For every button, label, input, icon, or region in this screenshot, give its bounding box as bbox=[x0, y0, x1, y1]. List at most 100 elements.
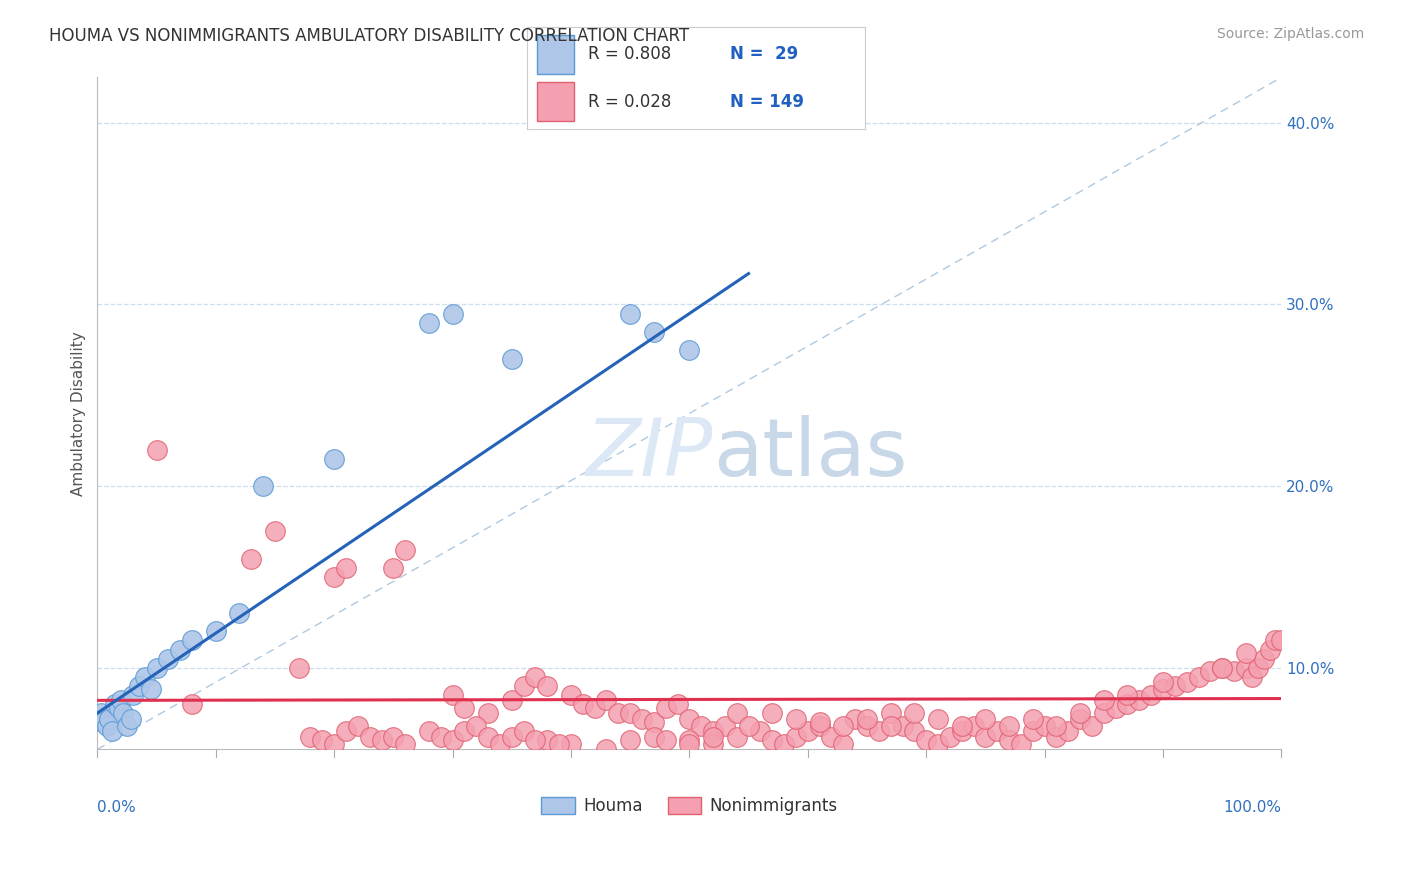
Point bbox=[264, 524, 287, 539]
Point bbox=[90, 706, 112, 720]
Point bbox=[1152, 675, 1174, 690]
Point bbox=[986, 724, 1008, 739]
Point bbox=[666, 697, 689, 711]
Point bbox=[702, 724, 724, 739]
Text: N =  29: N = 29 bbox=[730, 45, 799, 63]
Point bbox=[1258, 642, 1281, 657]
Point bbox=[1057, 724, 1080, 739]
Point bbox=[773, 737, 796, 751]
Text: atlas: atlas bbox=[713, 415, 907, 492]
Point bbox=[1234, 646, 1257, 660]
Point bbox=[808, 719, 831, 733]
Point bbox=[1253, 651, 1275, 665]
Point bbox=[418, 724, 440, 739]
Point bbox=[572, 697, 595, 711]
Point bbox=[856, 719, 879, 733]
Point bbox=[453, 724, 475, 739]
Point bbox=[501, 730, 523, 744]
Point bbox=[1211, 661, 1233, 675]
Point bbox=[382, 773, 405, 788]
Point bbox=[347, 770, 370, 784]
Point bbox=[974, 730, 997, 744]
Text: HOUMA VS NONIMMIGRANTS AMBULATORY DISABILITY CORRELATION CHART: HOUMA VS NONIMMIGRANTS AMBULATORY DISABI… bbox=[49, 27, 689, 45]
Point bbox=[228, 606, 250, 620]
Point bbox=[441, 688, 464, 702]
Point bbox=[477, 706, 499, 720]
Point bbox=[1140, 688, 1163, 702]
Point bbox=[654, 700, 676, 714]
Point bbox=[228, 770, 250, 784]
Point bbox=[832, 737, 855, 751]
Point bbox=[1152, 682, 1174, 697]
Point bbox=[122, 688, 145, 702]
Point bbox=[120, 712, 142, 726]
Point bbox=[619, 733, 641, 747]
Point bbox=[489, 737, 512, 751]
Point bbox=[181, 697, 204, 711]
Point bbox=[335, 724, 357, 739]
Point bbox=[311, 733, 333, 747]
Point bbox=[112, 706, 135, 720]
Point bbox=[1128, 693, 1150, 707]
Point bbox=[1092, 693, 1115, 707]
Point bbox=[382, 730, 405, 744]
Point bbox=[690, 719, 713, 733]
Point bbox=[560, 737, 582, 751]
Point bbox=[323, 570, 346, 584]
Point bbox=[619, 306, 641, 320]
Point bbox=[441, 733, 464, 747]
Point bbox=[761, 733, 783, 747]
Text: N = 149: N = 149 bbox=[730, 93, 804, 111]
Point bbox=[1234, 661, 1257, 675]
Point bbox=[477, 730, 499, 744]
Point bbox=[465, 719, 488, 733]
Point bbox=[1223, 665, 1246, 679]
Point bbox=[891, 719, 914, 733]
Point bbox=[323, 766, 346, 780]
Point bbox=[808, 715, 831, 730]
Point bbox=[927, 737, 949, 751]
Point bbox=[868, 724, 890, 739]
Point bbox=[903, 724, 925, 739]
Point bbox=[406, 770, 429, 784]
Point bbox=[418, 316, 440, 330]
Point bbox=[536, 733, 558, 747]
Point bbox=[1022, 724, 1045, 739]
Point bbox=[1264, 633, 1286, 648]
Point bbox=[797, 724, 820, 739]
Point bbox=[678, 343, 700, 357]
Point bbox=[100, 724, 122, 739]
Point bbox=[287, 661, 309, 675]
Point bbox=[157, 651, 180, 665]
Point bbox=[939, 730, 962, 744]
Point bbox=[654, 733, 676, 747]
Point bbox=[915, 733, 938, 747]
Point bbox=[950, 719, 973, 733]
Point bbox=[1045, 719, 1067, 733]
Point bbox=[1069, 706, 1091, 720]
Point bbox=[583, 700, 606, 714]
Point bbox=[501, 351, 523, 366]
Point bbox=[761, 706, 783, 720]
Text: ZIP: ZIP bbox=[586, 415, 713, 492]
Point bbox=[678, 733, 700, 747]
Point bbox=[1247, 661, 1270, 675]
Point bbox=[962, 719, 984, 733]
Point bbox=[1270, 633, 1292, 648]
Point bbox=[832, 719, 855, 733]
Point bbox=[678, 712, 700, 726]
Point bbox=[240, 551, 263, 566]
Point bbox=[299, 730, 322, 744]
Point bbox=[323, 451, 346, 466]
Point bbox=[134, 670, 156, 684]
Point bbox=[1164, 679, 1187, 693]
Text: 100.0%: 100.0% bbox=[1223, 800, 1281, 815]
Point bbox=[1033, 719, 1056, 733]
Point bbox=[619, 706, 641, 720]
Point bbox=[844, 712, 866, 726]
Point bbox=[252, 479, 274, 493]
Point bbox=[643, 325, 665, 339]
Point bbox=[91, 715, 114, 730]
Point bbox=[145, 442, 167, 457]
Point bbox=[128, 679, 150, 693]
